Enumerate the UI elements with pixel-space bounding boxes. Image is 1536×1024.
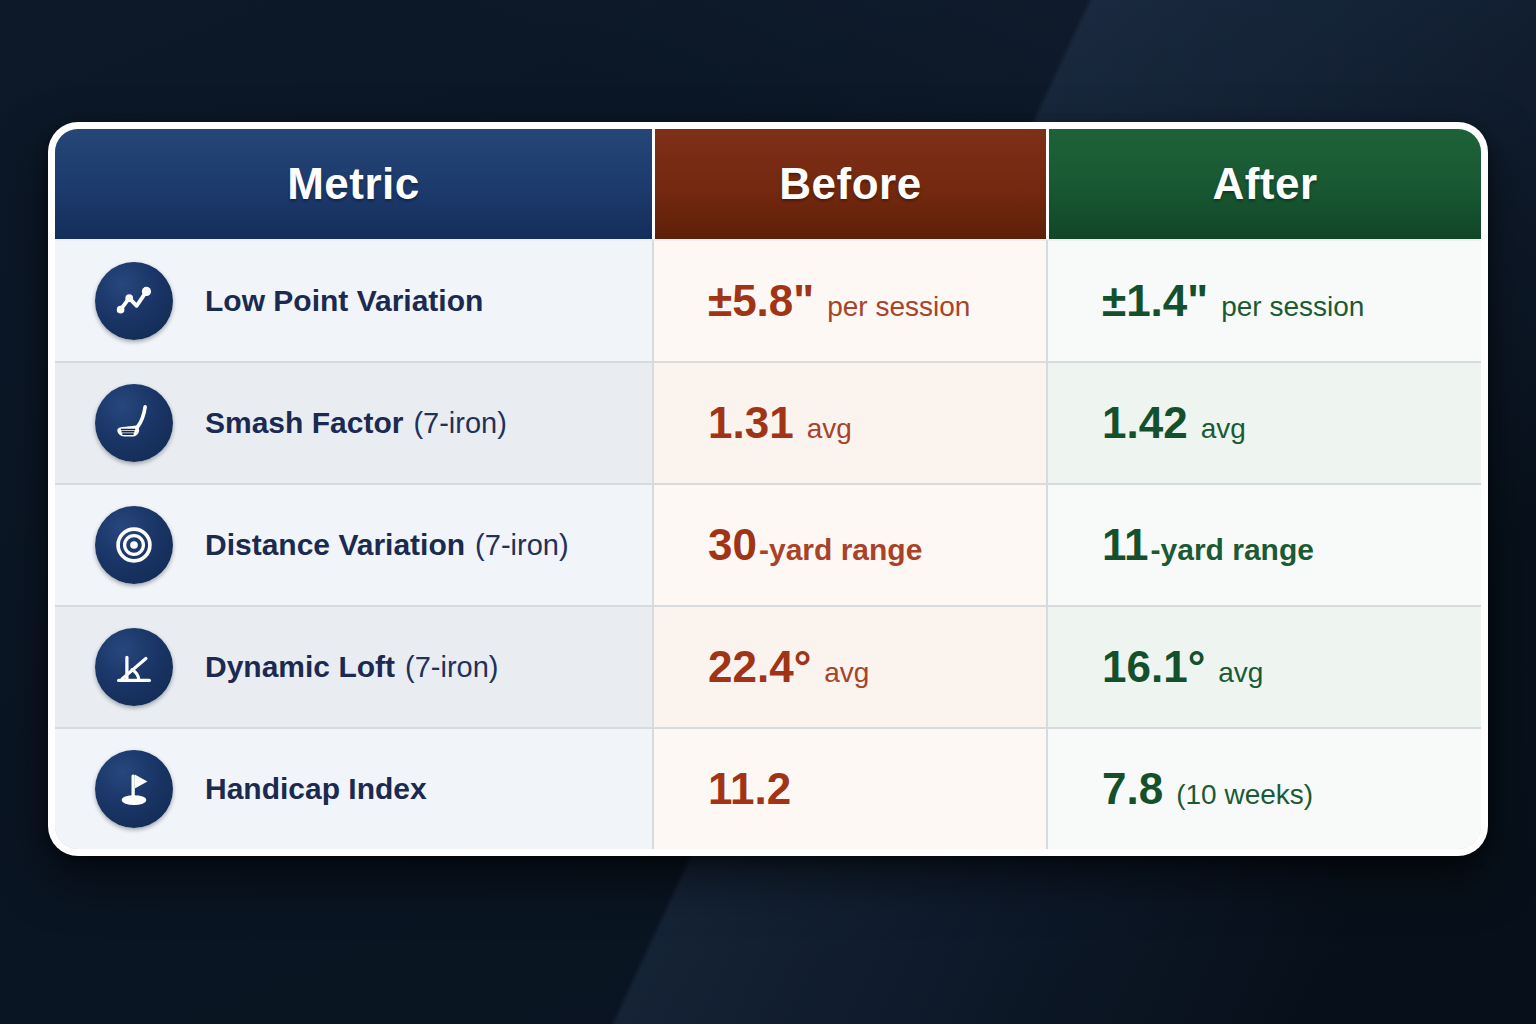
before-unit: avg bbox=[807, 413, 852, 445]
metric-label: Handicap Index bbox=[205, 772, 427, 806]
metric-name: Low Point Variation bbox=[205, 284, 483, 317]
after-unit: -yard range bbox=[1151, 533, 1314, 567]
after-cell-distance-variation: 11-yard range bbox=[1046, 483, 1481, 605]
before-value: 11.2 bbox=[708, 764, 791, 814]
after-unit: avg bbox=[1218, 657, 1263, 689]
metric-label: Distance Variation (7-iron) bbox=[205, 528, 569, 562]
column-header-before-label: Before bbox=[779, 159, 921, 209]
before-cell-smash-factor: 1.31 avg bbox=[652, 361, 1046, 483]
before-value: 22.4° bbox=[708, 642, 811, 692]
trend-line-icon bbox=[95, 262, 173, 340]
after-value: 1.42 bbox=[1102, 398, 1188, 448]
after-value-line: 11-yard range bbox=[1102, 520, 1314, 570]
before-unit: avg bbox=[824, 657, 869, 689]
column-header-after-label: After bbox=[1212, 159, 1317, 209]
metric-cell-distance-variation: Distance Variation (7-iron) bbox=[55, 483, 652, 605]
before-value-line: 11.2 bbox=[708, 764, 791, 814]
after-cell-low-point-variation: ±1.4" per session bbox=[1046, 239, 1481, 361]
metric-name: Distance Variation bbox=[205, 528, 465, 561]
metric-cell-handicap-index: Handicap Index bbox=[55, 727, 652, 849]
metric-cell-dynamic-loft: Dynamic Loft (7-iron) bbox=[55, 605, 652, 727]
metric-label: Dynamic Loft (7-iron) bbox=[205, 650, 499, 684]
column-header-metric-label: Metric bbox=[287, 159, 420, 209]
before-cell-distance-variation: 30-yard range bbox=[652, 483, 1046, 605]
before-value-line: 22.4° avg bbox=[708, 642, 869, 692]
comparison-table: Metric Before After Low Point Variation … bbox=[55, 129, 1481, 849]
before-cell-dynamic-loft: 22.4° avg bbox=[652, 605, 1046, 727]
before-value-line: 1.31 avg bbox=[708, 398, 852, 448]
column-header-before: Before bbox=[652, 129, 1046, 239]
before-value-line: ±5.8" per session bbox=[708, 276, 970, 326]
before-value: ±5.8" bbox=[708, 276, 814, 326]
after-value-line: 7.8 (10 weeks) bbox=[1102, 764, 1313, 814]
column-header-after: After bbox=[1046, 129, 1481, 239]
metric-label: Smash Factor (7-iron) bbox=[205, 406, 507, 440]
after-cell-smash-factor: 1.42 avg bbox=[1046, 361, 1481, 483]
metric-note: (7-iron) bbox=[405, 651, 498, 683]
before-value-line: 30-yard range bbox=[708, 520, 922, 570]
before-unit: -yard range bbox=[759, 533, 922, 567]
page-background: Metric Before After Low Point Variation … bbox=[0, 0, 1536, 1024]
before-cell-handicap-index: 11.2 bbox=[652, 727, 1046, 849]
before-value: 30 bbox=[708, 520, 757, 570]
after-value: ±1.4" bbox=[1102, 276, 1208, 326]
comparison-table-card: Metric Before After Low Point Variation … bbox=[48, 122, 1488, 856]
metric-note: (7-iron) bbox=[413, 407, 506, 439]
target-icon bbox=[95, 506, 173, 584]
before-cell-low-point-variation: ±5.8" per session bbox=[652, 239, 1046, 361]
after-value-line: ±1.4" per session bbox=[1102, 276, 1364, 326]
column-header-metric: Metric bbox=[55, 129, 652, 239]
before-value: 1.31 bbox=[708, 398, 794, 448]
after-unit: per session bbox=[1221, 291, 1364, 323]
metric-cell-smash-factor: Smash Factor (7-iron) bbox=[55, 361, 652, 483]
metric-label: Low Point Variation bbox=[205, 284, 483, 318]
after-value: 7.8 bbox=[1102, 764, 1163, 814]
metric-name: Smash Factor bbox=[205, 406, 403, 439]
after-value: 11 bbox=[1102, 520, 1149, 570]
golf-club-icon bbox=[95, 384, 173, 462]
after-cell-handicap-index: 7.8 (10 weeks) bbox=[1046, 727, 1481, 849]
after-unit: (10 weeks) bbox=[1176, 779, 1313, 811]
after-value-line: 16.1° avg bbox=[1102, 642, 1263, 692]
metric-cell-low-point-variation: Low Point Variation bbox=[55, 239, 652, 361]
golf-flag-icon bbox=[95, 750, 173, 828]
loft-angle-icon bbox=[95, 628, 173, 706]
metric-name: Handicap Index bbox=[205, 772, 427, 805]
after-cell-dynamic-loft: 16.1° avg bbox=[1046, 605, 1481, 727]
metric-note: (7-iron) bbox=[475, 529, 568, 561]
after-value-line: 1.42 avg bbox=[1102, 398, 1246, 448]
metric-name: Dynamic Loft bbox=[205, 650, 395, 683]
before-unit: per session bbox=[827, 291, 970, 323]
after-unit: avg bbox=[1201, 413, 1246, 445]
after-value: 16.1° bbox=[1102, 642, 1205, 692]
